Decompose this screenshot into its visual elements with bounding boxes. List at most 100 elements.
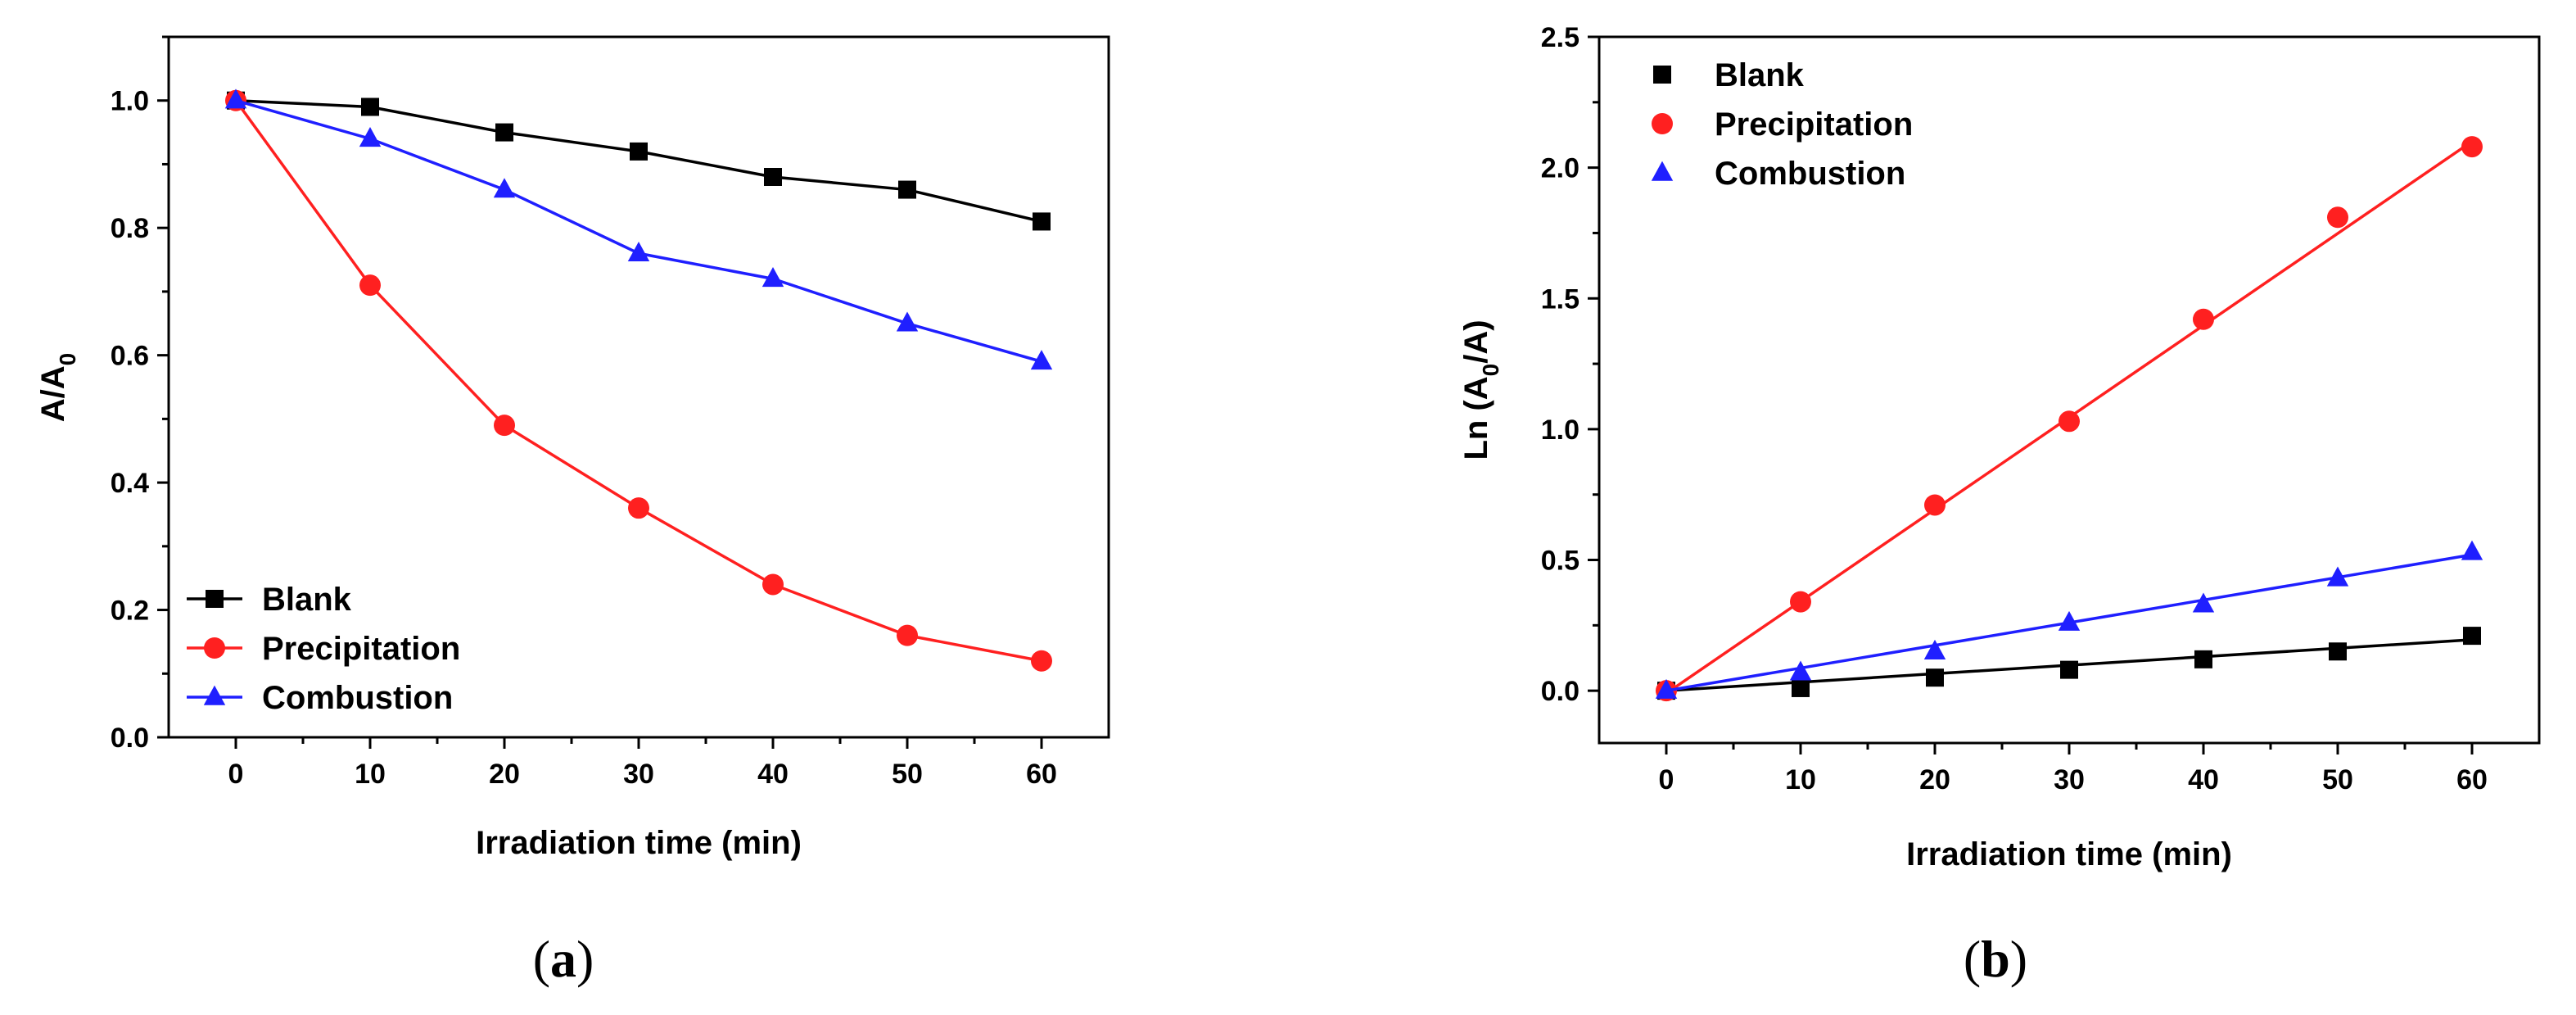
chart-a-point-combustion: [627, 241, 650, 261]
chart-b-point-combustion: [2461, 540, 2483, 560]
chart-b-point-precipitation: [2327, 206, 2348, 229]
chart-b-panel-label: (b): [1964, 930, 2027, 988]
chart-a-ytick-label: 0.4: [111, 468, 149, 499]
chart-a-legend-item-combustion: Combustion: [187, 680, 453, 716]
chart-b-ytick-label: 1.0: [1541, 415, 1579, 446]
chart-a-line-combustion: [235, 99, 1042, 364]
chart-a-xtick-label: 0: [228, 759, 244, 790]
chart-b-point-combustion: [2192, 592, 2215, 613]
chart-a-xtick-label: 50: [892, 759, 923, 790]
chart-b: 0 10 20 30 40 50 60 0.0 0.5 1.0 1.5 2.0 2.5 Blank Pre…: [1458, 22, 2541, 988]
chart-a-point-combustion: [359, 127, 382, 147]
chart-b-ytick-label: 0.0: [1541, 676, 1579, 707]
chart-b-legend-item-blank: Blank: [1653, 57, 1805, 93]
chart-b-series-precipitation: [1656, 136, 2483, 702]
chart-b-legend-label: Combustion: [1715, 156, 1905, 192]
chart-b-legend-label: Blank: [1715, 57, 1805, 93]
chart-a-legend-marker: [206, 590, 224, 608]
chart-a-point-blank: [898, 180, 916, 199]
chart-b-point-precipitation: [1924, 494, 1946, 516]
chart-b-point-precipitation: [2059, 410, 2080, 433]
chart-a-legend-marker: [204, 637, 225, 659]
chart-a-ytick-label: 0.0: [111, 723, 149, 754]
chart-b-legend-marker: [1653, 66, 1671, 84]
chart-b-point-combustion: [1923, 639, 1946, 659]
chart-a-line-precipitation: [234, 99, 1042, 663]
chart-a-legend-item-precipitation: Precipitation: [187, 631, 460, 667]
chart-a-point-precipitation: [494, 415, 515, 437]
chart-a-point-blank: [630, 142, 648, 161]
chart-a-point-blank: [361, 97, 379, 116]
chart-a-legend-label: Blank: [262, 582, 352, 618]
chart-b-xtick-label: 10: [1785, 764, 1816, 795]
chart-a-point-combustion: [762, 267, 784, 288]
chart-a-xtick-label: 40: [757, 759, 789, 790]
chart-b-point-blank: [2194, 650, 2212, 668]
chart-a-ytick-label: 1.0: [111, 86, 149, 117]
chart-b-legend-item-combustion: Combustion: [1651, 156, 1905, 192]
chart-b-point-combustion: [2326, 566, 2349, 587]
chart-a-point-precipitation: [1031, 650, 1052, 672]
chart-b-xtick-label: 60: [2456, 764, 2488, 795]
chart-b-xtick-label: 0: [1659, 764, 1674, 795]
chart-b-ylabel: Ln (A0/A): [1458, 319, 1503, 460]
chart-a-xtick-label: 30: [623, 759, 654, 790]
chart-a-point-precipitation: [762, 573, 784, 596]
chart-a-point-combustion: [224, 88, 247, 109]
chart-b-point-blank: [2060, 660, 2078, 679]
chart-b-xtick-label: 40: [2188, 764, 2219, 795]
chart-b-plot-frame: [1598, 35, 2541, 745]
chart-a-point-precipitation: [628, 497, 649, 519]
chart-b-point-precipitation: [2461, 136, 2483, 158]
chart-a-ytick-label: 0.2: [111, 596, 149, 627]
chart-a-point-precipitation: [897, 624, 918, 646]
chart-b-ytick-label: 2.0: [1541, 153, 1579, 184]
chart-b-series-blank: [1657, 627, 2481, 700]
chart-a-panel-label: (a): [533, 930, 594, 988]
chart-a-point-precipitation: [359, 274, 381, 297]
chart-b-ytick-label: 2.5: [1541, 22, 1579, 53]
chart-a-xtick-label: 60: [1026, 759, 1057, 790]
chart-b-xtick-label: 20: [1919, 764, 1950, 795]
chart-a-point-blank: [495, 123, 513, 142]
chart-a-xtick-label: 20: [489, 759, 520, 790]
chart-b-ytick-label: 1.5: [1541, 283, 1579, 315]
chart-b-ytick-label: 0.5: [1541, 546, 1579, 577]
chart-b-xtick-label: 30: [2054, 764, 2085, 795]
chart-a: 0 10 20 30 40 50 60 0.0 0.2 0.4 0.6 0.8 1.0 Blank Pre…: [35, 35, 1110, 988]
chart-b-point-blank: [1792, 678, 1810, 697]
chart-a-ytick-label: 0.6: [111, 341, 149, 372]
chart-b-legend-marker: [1651, 161, 1674, 181]
chart-a-legend-label: Precipitation: [262, 631, 460, 667]
chart-a-point-blank: [764, 168, 782, 186]
chart-a-series-combustion: [224, 88, 1053, 370]
chart-a-ytick-label: 0.8: [111, 213, 149, 244]
chart-b-legend-marker: [1652, 113, 1673, 134]
chart-b-legend-item-precipitation: Precipitation: [1652, 106, 1913, 143]
chart-b-point-blank: [1926, 668, 1944, 687]
chart-a-legend-label: Combustion: [262, 680, 453, 716]
chart-b-point-blank: [2463, 627, 2481, 646]
chart-b-point-combustion: [1655, 678, 1678, 699]
chart-a-point-combustion: [896, 311, 919, 332]
chart-a-xtick-label: 10: [355, 759, 386, 790]
chart-b-xlabel: Irradiation time (min): [1906, 836, 2232, 872]
chart-a-legend-item-blank: Blank: [187, 582, 352, 618]
chart-b-point-blank: [2329, 642, 2347, 661]
chart-b-point-combustion: [2058, 610, 2081, 631]
chart-a-point-combustion: [1030, 350, 1053, 370]
chart-b-legend-label: Precipitation: [1715, 106, 1913, 143]
chart-b-point-combustion: [1789, 660, 1812, 681]
chart-a-point-blank: [1033, 212, 1051, 231]
chart-a-point-combustion: [493, 178, 516, 198]
chart-b-series-combustion: [1655, 540, 2483, 699]
chart-a-ylabel: A/A0: [35, 353, 80, 422]
chart-b-point-precipitation: [2193, 308, 2214, 330]
chart-a-series-blank: [227, 91, 1051, 231]
chart-a-legend-marker: [203, 685, 226, 705]
chart-a-line-blank: [235, 98, 1042, 224]
chart-b-xtick-label: 50: [2322, 764, 2353, 795]
chart-a-xlabel: Irradiation time (min): [476, 825, 802, 861]
chart-b-point-precipitation: [1790, 591, 1811, 613]
